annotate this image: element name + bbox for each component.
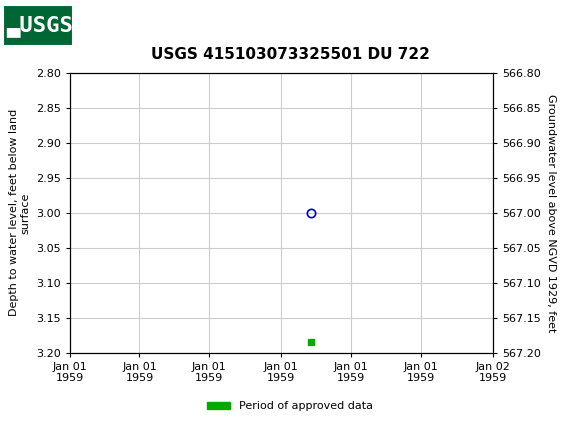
Y-axis label: Depth to water level, feet below land
surface: Depth to water level, feet below land su… <box>9 109 30 316</box>
Legend: Period of approved data: Period of approved data <box>203 397 377 416</box>
FancyBboxPatch shape <box>3 5 72 46</box>
Y-axis label: Groundwater level above NGVD 1929, feet: Groundwater level above NGVD 1929, feet <box>546 94 556 332</box>
Text: USGS 415103073325501 DU 722: USGS 415103073325501 DU 722 <box>151 47 429 62</box>
Text: ▃USGS: ▃USGS <box>6 15 72 37</box>
